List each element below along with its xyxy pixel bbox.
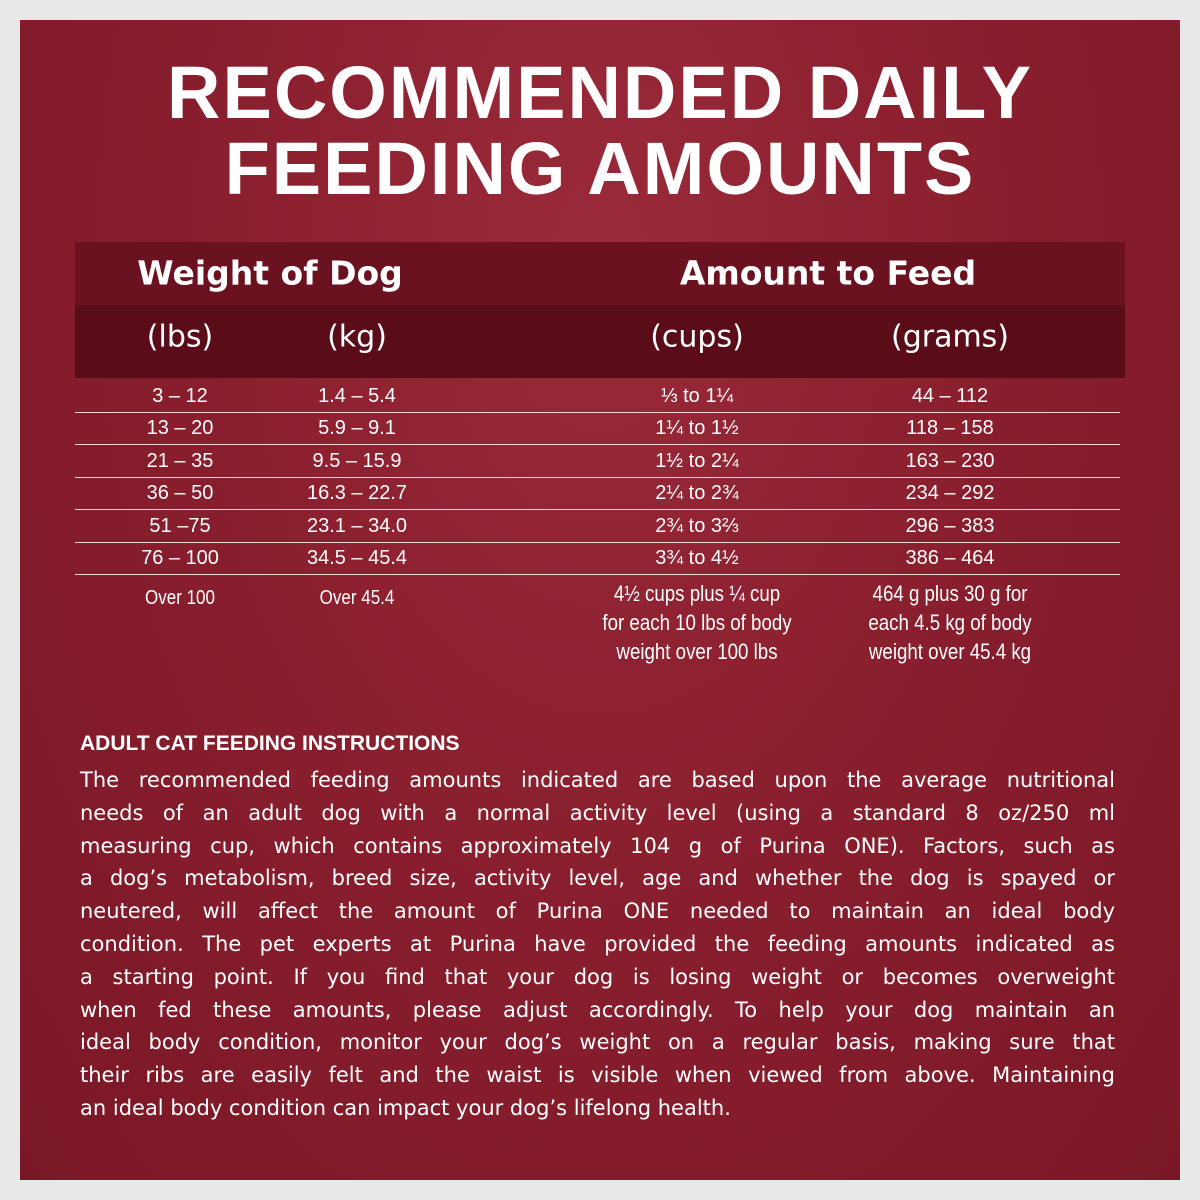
table-cell: 386 – 464 — [905, 547, 995, 569]
table-cell: 44 – 112 — [911, 385, 989, 407]
table-cell: 1¼ to 1½ — [655, 417, 739, 440]
title-line: RECOMMENDED DAILY — [167, 51, 1033, 134]
paragraph-line: a starting point. If you find that your … — [80, 964, 1115, 989]
table-cell: 23.1 – 34.0 — [306, 514, 408, 537]
table-cell: Over 100 — [145, 587, 215, 609]
table-cell: 296 – 383 — [905, 514, 995, 537]
table-cell: 4½ cups plus ¼ cup — [613, 581, 781, 606]
table-cell: 2¼ to 2¾ — [655, 482, 739, 505]
table-cell: 234 – 292 — [905, 482, 995, 505]
table-cell: 464 g plus 30 g for — [872, 581, 1028, 606]
paragraph-line: an ideal body condition can impact your … — [80, 1096, 731, 1120]
column-header: (cups) — [650, 319, 744, 355]
column-header: (kg) — [327, 319, 387, 355]
paragraph-line: a dog’s metabolism, breed size, activity… — [80, 866, 1115, 891]
paragraph-line: measuring cup, which contains approximat… — [80, 833, 1115, 858]
panel: RECOMMENDED DAILY FEEDING AMOUNTS Weight o… — [20, 20, 1180, 1180]
paragraph-line: The recommended feeding amounts indicate… — [80, 768, 1115, 792]
table-cell: 1.4 – 5.4 — [318, 385, 396, 407]
table-cell: weight over 45.4 kg — [868, 639, 1032, 664]
table-cell: 5.9 – 9.1 — [318, 417, 396, 440]
table-cell: Over 45.4 — [319, 587, 395, 609]
table-cell: for each 10 lbs of body — [602, 610, 792, 635]
table-cell: 118 – 158 — [906, 417, 994, 440]
paragraph-line: neutered, will affect the amount of Puri… — [80, 899, 1115, 924]
table-cell: 2¾ to 3⅔ — [655, 514, 739, 537]
table-cell: 76 – 100 — [141, 547, 219, 569]
table-cell: 21 – 35 — [146, 449, 214, 472]
table-cell: 1½ to 2¼ — [655, 449, 739, 472]
table-cell: 3¾ to 4½ — [655, 547, 739, 569]
table-cell: weight over 100 lbs — [616, 639, 778, 664]
group-header: Weight of Dog — [137, 253, 403, 293]
row-rule — [75, 476, 1120, 478]
paragraph-line: when fed these amounts, please adjust ac… — [80, 997, 1115, 1022]
section-heading: ADULT CAT FEEDING INSTRUCTIONS — [80, 732, 460, 755]
paragraph-line: their ribs are easily felt and the waist… — [80, 1063, 1115, 1088]
paragraph-line: condition. The pet experts at Purina hav… — [80, 932, 1115, 956]
table-cell: 13 – 20 — [146, 417, 214, 440]
paragraph-line: needs of an adult dog with a normal acti… — [80, 800, 1115, 825]
title-line: FEEDING AMOUNTS — [224, 127, 976, 210]
table-cell: 163 – 230 — [905, 449, 995, 472]
table-cell: 51 –75 — [149, 514, 211, 537]
group-header: Amount to Feed — [679, 253, 977, 293]
table-cell: 34.5 – 45.4 — [306, 547, 408, 569]
table-cell: 3 – 12 — [152, 385, 208, 407]
row-rule — [75, 509, 1120, 511]
paragraph-line: ideal body condition, monitor your dog’s… — [80, 1030, 1115, 1055]
row-rule — [75, 412, 1120, 413]
row-rule — [75, 541, 1120, 543]
table-cell: 16.3 – 22.7 — [306, 482, 408, 505]
row-rule — [75, 574, 1120, 575]
subheader-band — [75, 305, 1125, 378]
table-cell: 9.5 – 15.9 — [312, 449, 402, 472]
table-cell: each 4.5 kg of body — [868, 610, 1032, 635]
row-rule — [75, 444, 1120, 446]
header-band — [75, 242, 1125, 305]
column-header: (lbs) — [146, 319, 214, 355]
table-cell: ⅓ to 1¼ — [660, 385, 734, 407]
column-header: (grams) — [890, 319, 1010, 355]
table-cell: 36 – 50 — [146, 482, 214, 505]
